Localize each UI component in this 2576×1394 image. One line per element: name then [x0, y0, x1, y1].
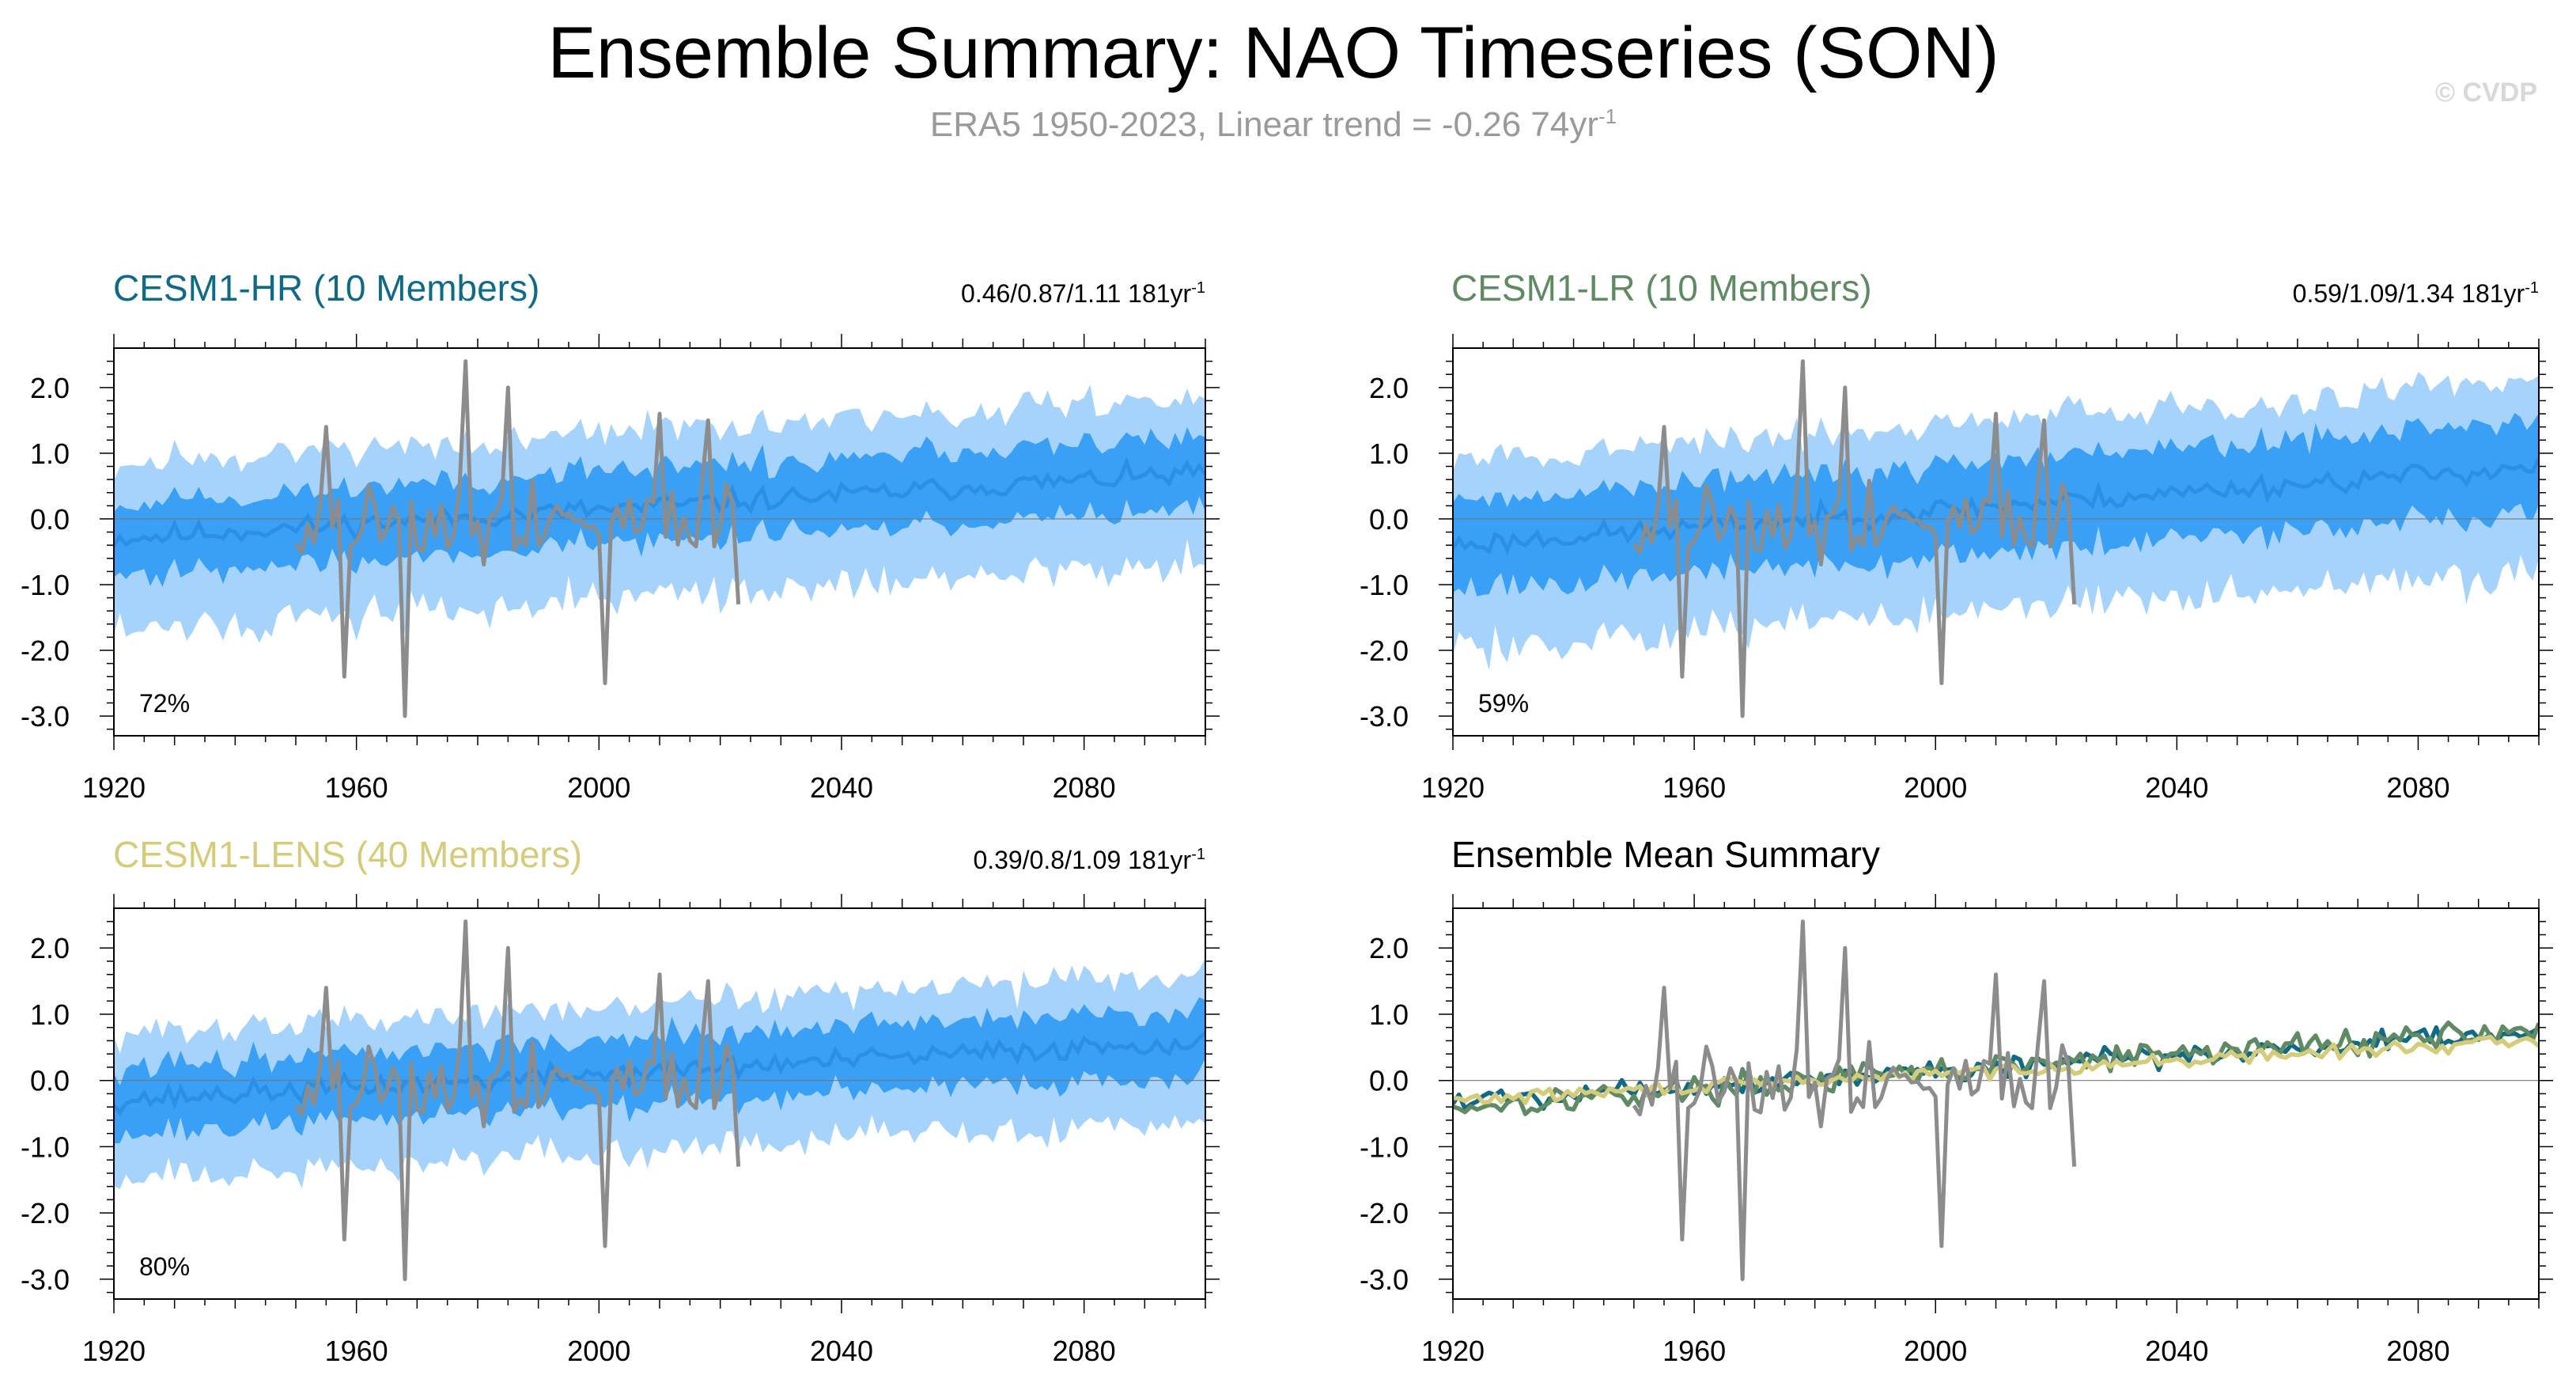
inner-spread-band: [114, 997, 1205, 1144]
x-tick-label: 1920: [1421, 1335, 1485, 1367]
y-tick-label: 0.0: [1369, 503, 1409, 536]
panel-stats: 0.59/1.09/1.34 181yr-1: [2293, 279, 2539, 308]
percent-label: 72%: [139, 689, 190, 718]
x-tick-label: 2000: [567, 771, 630, 804]
ensemble-mean-line: [1453, 457, 2539, 555]
y-tick-label: 1.0: [30, 438, 70, 470]
x-tick-label: 2080: [2386, 771, 2449, 804]
panel-title: CESM1-LENS (40 Members): [113, 834, 582, 875]
series-line-era5: [1632, 919, 2077, 1282]
percent-label: 59%: [1478, 689, 1529, 718]
percent-label: 80%: [139, 1252, 190, 1281]
y-tick-label: -1.0: [21, 569, 70, 601]
y-tick-label: -1.0: [21, 1131, 70, 1163]
x-tick-label: 2000: [567, 1335, 630, 1367]
plot-area: [114, 359, 1205, 718]
x-tick-label: 2040: [810, 1335, 873, 1367]
panel-title: CESM1-HR (10 Members): [113, 267, 539, 309]
observations-line: [293, 359, 741, 718]
panel-cesm1-lens: CESM1-LENS (40 Members) 0.39/0.8/1.09 181…: [21, 834, 1220, 1367]
observations-line: [1632, 359, 2077, 718]
plot-area: [1453, 919, 2539, 1282]
x-tick-label: 1960: [325, 1335, 388, 1367]
inner-spread-band: [114, 427, 1205, 587]
series-line-cesm1-lens: [1453, 1034, 2539, 1105]
y-tick-label: -3.0: [1360, 700, 1409, 733]
x-tick-label: 2040: [2145, 1335, 2208, 1367]
x-tick-label: 1920: [82, 771, 146, 804]
panel-title: Ensemble Mean Summary: [1451, 834, 1880, 875]
panel-cesm1-hr: CESM1-HR (10 Members) 0.46/0.87/1.11 181y…: [21, 267, 1220, 804]
x-tick-label: 2080: [1053, 771, 1116, 804]
x-tick-label: 2080: [1053, 1335, 1116, 1367]
panel-ensemble-mean-summary: Ensemble Mean Summary 1920 1960 2000 2040 208…: [1360, 834, 2553, 1367]
y-tick-label: 2.0: [1369, 372, 1409, 404]
figure-subtitle-main: ERA5 1950-2023, Linear trend = -0.26 74y…: [930, 105, 1598, 144]
x-tick-label: 1960: [325, 771, 388, 804]
y-tick-label: 0.0: [1369, 1065, 1409, 1097]
y-tick-label: 1.0: [1369, 438, 1409, 470]
panel-stats: 0.46/0.87/1.11 181yr-1: [961, 279, 1205, 308]
plot-frame: [1452, 907, 2540, 1300]
ensemble-mean-line: [114, 1031, 1205, 1116]
figure-subtitle-superscript: -1: [1598, 104, 1617, 128]
y-tick-label: 2.0: [30, 372, 70, 404]
y-tick-label: 1.0: [30, 998, 70, 1031]
y-tick-label: -2.0: [21, 1197, 70, 1229]
figure-title: Ensemble Summary: NAO Timeseries (SON): [547, 13, 1999, 93]
x-tick-label: 1960: [1662, 771, 1726, 804]
y-tick-label: 0.0: [30, 503, 70, 536]
plot-area: [114, 919, 1205, 1282]
panel-stats: 0.39/0.8/1.09 181yr-1: [973, 846, 1205, 874]
x-tick-label: 1960: [1662, 1335, 1726, 1367]
y-tick-label: -1.0: [1360, 569, 1409, 601]
panel-cesm1-lr: CESM1-LR (10 Members) 0.59/1.09/1.34 181y…: [1360, 267, 2553, 804]
x-tick-label: 1920: [1421, 771, 1485, 804]
y-tick-label: -1.0: [1360, 1131, 1409, 1163]
x-tick-label: 2000: [1904, 1335, 1967, 1367]
y-tick-label: 0.0: [30, 1065, 70, 1097]
x-tick-label: 2080: [2386, 1335, 2449, 1367]
y-tick-label: -3.0: [1360, 1263, 1409, 1296]
y-tick-label: -3.0: [21, 700, 70, 733]
x-tick-label: 2000: [1904, 771, 1967, 804]
x-tick-label: 2040: [2145, 771, 2208, 804]
plot-area: [1453, 359, 2539, 718]
y-tick-label: -2.0: [1360, 1197, 1409, 1229]
figure-subtitle: ERA5 1950-2023, Linear trend = -0.26 74y…: [930, 104, 1617, 144]
x-tick-label: 1920: [82, 1335, 146, 1367]
y-tick-label: 2.0: [30, 932, 70, 964]
series-line-cesm1-lr: [1453, 1020, 2539, 1116]
y-tick-label: -2.0: [1360, 634, 1409, 667]
y-tick-label: 1.0: [1369, 998, 1409, 1031]
observations-line: [293, 919, 741, 1282]
y-tick-label: -3.0: [21, 1263, 70, 1296]
x-tick-label: 2040: [810, 771, 873, 804]
watermark: © CVDP: [2435, 78, 2537, 108]
panel-title: CESM1-LR (10 Members): [1451, 267, 1872, 309]
y-tick-label: -2.0: [21, 634, 70, 667]
y-tick-label: 2.0: [1369, 932, 1409, 964]
panels-container: CESM1-HR (10 Members) 0.46/0.87/1.11 181y…: [21, 267, 2553, 1367]
ensemble-mean-line: [114, 456, 1205, 547]
